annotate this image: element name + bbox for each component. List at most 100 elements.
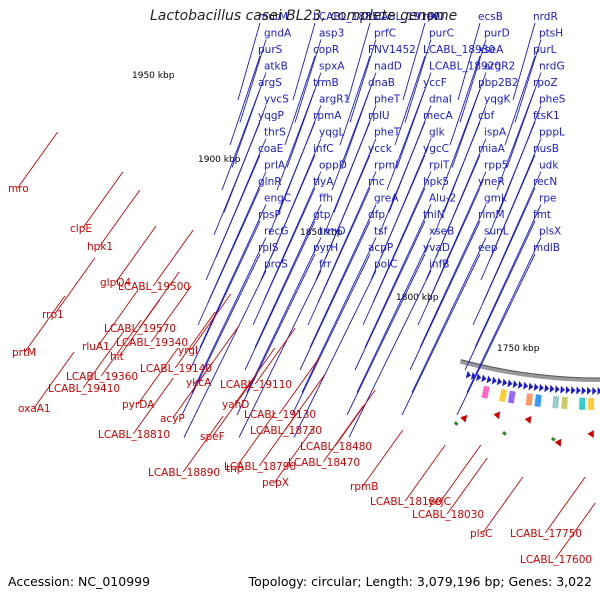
feature-block	[552, 396, 560, 409]
gene-label-leader	[115, 225, 157, 283]
forward-gene-arrow	[486, 375, 492, 384]
gene-label-forward: xseA	[478, 44, 504, 56]
gene-label-leader	[419, 204, 487, 348]
gene-label-forward: thrS	[264, 127, 286, 139]
gene-label-leader	[480, 154, 536, 281]
gene-label-leader	[152, 229, 194, 287]
gene-label-forward: pyrH	[313, 242, 338, 254]
gene-label-leader	[401, 253, 481, 416]
gene-label-leader	[212, 379, 254, 437]
gene-label-leader	[274, 425, 316, 483]
gene-label-leader	[512, 22, 536, 101]
gene-label-reverse: LCABL_19140	[140, 363, 212, 375]
gene-label-forward: recG	[264, 226, 288, 238]
gene-label-forward: LCABL_18930	[423, 44, 495, 56]
gene-label-leader	[82, 171, 124, 229]
gene-label-forward: argR2	[484, 61, 515, 73]
forward-gene-arrow	[533, 383, 539, 392]
forward-gene-arrow	[512, 380, 518, 389]
gene-label-reverse: LCABL_18480	[300, 441, 372, 453]
gene-label-leader	[252, 187, 316, 326]
gene-label-leader	[291, 253, 371, 416]
gene-label-leader	[323, 121, 371, 236]
gene-label-forward: greA	[374, 193, 399, 205]
gene-label-leader	[286, 72, 322, 168]
gene-label-leader	[341, 72, 377, 168]
gene-label-forward: glk	[429, 127, 446, 139]
gene-label-leader	[417, 187, 481, 326]
gene-label-leader	[191, 237, 267, 393]
gene-label-leader	[284, 55, 316, 146]
gene-label-forward: yvaD	[423, 242, 450, 254]
gene-label-leader	[394, 55, 426, 146]
gene-label-leader	[446, 457, 488, 515]
gene-label-forward: purC	[429, 28, 454, 40]
gene-label-forward: oppD	[319, 160, 347, 172]
gene-label-forward: LCABL_18920	[429, 61, 501, 73]
gene-label-reverse: LCABL_19360	[66, 371, 138, 383]
gene-label-forward: FNV1452	[368, 44, 416, 56]
gene-label-forward: gndA	[264, 28, 292, 40]
gene-label-forward: rpe	[539, 193, 556, 205]
kbp-label: 1900 kbp	[198, 155, 241, 165]
gene-label-leader	[488, 121, 536, 236]
reverse-gene-arrow	[460, 414, 468, 423]
gene-label-forward: coaE	[258, 143, 283, 155]
gene-label-leader	[504, 55, 536, 146]
gene-label-reverse: rpmB	[350, 481, 378, 493]
gene-label-forward: argR1	[319, 94, 350, 106]
gene-label-forward: asp3	[319, 28, 344, 40]
forward-gene-arrow	[476, 373, 482, 381]
gene-label-leader	[456, 253, 536, 416]
gene-label-forward: purS	[258, 44, 283, 56]
gene-label-forward: purD	[484, 28, 510, 40]
forward-gene-arrow	[496, 377, 502, 386]
gene-label-forward: ygcC	[423, 143, 449, 155]
gene-label-reverse: LCABL_19570	[104, 323, 176, 335]
gene-label-leader	[197, 187, 261, 326]
gene-label-forward: dfp	[368, 209, 385, 221]
gene-label-leader	[440, 444, 482, 502]
gene-label-forward: tlyA	[313, 176, 334, 188]
gene-label-reverse: yrgI	[178, 345, 198, 357]
gene-label-forward: ptsH	[539, 28, 563, 40]
gene-label-forward: dnaI	[429, 94, 452, 106]
gene-label-forward: glnR	[258, 176, 282, 188]
gene-label-leader	[309, 204, 377, 348]
forward-gene-arrow	[570, 386, 576, 395]
gene-label-reverse: oxaA1	[18, 403, 51, 415]
gene-label-leader	[237, 22, 261, 101]
gene-label-leader	[260, 154, 316, 281]
gene-label-reverse: rluA1	[82, 341, 110, 353]
gene-label-reverse: glpQ4	[100, 277, 132, 289]
gene-label-forward: xseB	[429, 226, 454, 238]
gene-label-forward: yvcS	[264, 94, 289, 106]
forward-gene-arrow	[555, 385, 560, 394]
gene-label-leader	[190, 293, 232, 351]
kbp-label: 1850 kbp	[300, 228, 343, 238]
forward-gene-arrow	[592, 386, 597, 395]
gene-label-leader	[231, 72, 267, 168]
gene-label-leader	[506, 72, 542, 168]
gene-label-forward: tsf	[374, 226, 388, 238]
gene-label-forward: copR	[313, 44, 339, 56]
gene-label-leader	[472, 187, 536, 326]
gene-label-leader	[284, 373, 326, 431]
kbp-label: 1750 kbp	[497, 344, 540, 354]
reverse-gene-arrow	[587, 429, 594, 438]
forward-gene-arrow	[539, 383, 544, 392]
gene-label-forward: nusB	[533, 143, 559, 155]
gene-label-leader	[466, 237, 542, 393]
gene-label-forward: proS	[264, 259, 288, 271]
forward-gene-arrow	[581, 386, 587, 395]
gene-label-leader	[238, 270, 322, 438]
gene-label-leader	[150, 285, 192, 343]
gene-label-reverse: LCABL_18790	[224, 461, 296, 473]
forward-gene-arrow	[517, 380, 523, 389]
gene-label-leader	[254, 204, 322, 348]
genome-backbone	[459, 359, 600, 382]
gene-label-leader	[322, 405, 364, 463]
gene-label-reverse: clpE	[70, 223, 92, 235]
gene-label-forward: recN	[533, 176, 557, 188]
forward-gene-arrow	[502, 378, 508, 387]
